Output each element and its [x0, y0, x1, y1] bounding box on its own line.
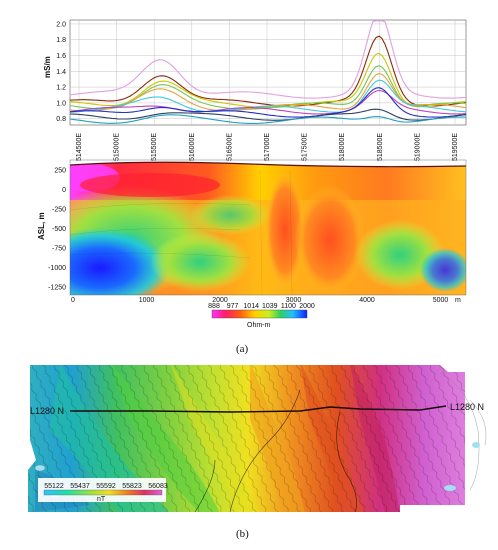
profile-y-tick: 1.2: [56, 85, 66, 92]
resistivity-colorbar-tick: 2000: [299, 303, 315, 310]
profile-line: [69, 87, 467, 118]
section-x-tick: 5000: [433, 297, 449, 304]
profile-easting-tick: 515000E: [114, 133, 121, 161]
profile-line: [69, 89, 467, 115]
profile-easting-ticks: 514500E 515000E 515500E 516000E 516500E 51700…: [76, 133, 459, 161]
profile-y-ticks: 2.0 1.8 1.6 1.4 1.2 1.0 0.8: [56, 21, 66, 123]
profile-line: [69, 35, 467, 107]
survey-line-label-left: L1280 N: [30, 406, 64, 416]
resistivity-colorbar-ticks: 888 977 1014 1039 1100 2000: [208, 303, 315, 310]
panel-a-caption: (a): [236, 343, 249, 355]
section-x-tick: 1000: [139, 297, 155, 304]
profile-easting-tick: 518000E: [339, 133, 346, 161]
profile-lines: [69, 20, 467, 124]
magnetic-colorbar-unit: nT: [97, 496, 106, 503]
panel-b-caption: (b): [236, 528, 249, 540]
profile-easting-tick: 516000E: [189, 133, 196, 161]
magnetic-colorbar-tick: 55122: [44, 483, 64, 490]
section-y-tick: -500: [52, 226, 66, 233]
profile-y-tick: 1.4: [56, 69, 66, 76]
section-y-tick: -1000: [48, 265, 66, 272]
magnetic-colorbar-tick: 55823: [122, 483, 142, 490]
profile-easting-tick: 517000E: [264, 133, 271, 161]
section-x-tick: 2000: [212, 297, 228, 304]
section-y-tick: -750: [52, 246, 66, 253]
resistivity-colorbar-tick: 1014: [243, 303, 259, 310]
magnetic-map: L1280 N L1280 N 55122 55437 55592 55823 5608…: [28, 365, 487, 512]
resistivity-colorbar-unit: Ohm-m: [247, 322, 271, 329]
magnetic-colorbar-ticks: 55122 55437 55592 55823 56083: [44, 483, 168, 490]
survey-line-l1280n: [70, 405, 447, 413]
profile-easting-tick: 519500E: [452, 133, 459, 161]
magnetic-colorbar-tick: 56083: [148, 483, 168, 490]
profile-line: [69, 114, 467, 124]
profile-grid: [70, 20, 466, 125]
resistivity-section: 250 0 -250 -500 -750 -1000 -1250 ASL, m 0 1000 2…: [37, 159, 467, 304]
profile-y-tick: 1.6: [56, 53, 66, 60]
resistivity-colorbar-tick: 1100: [281, 303, 296, 310]
section-x-tick: 4000: [359, 297, 375, 304]
profile-easting-tick: 514500E: [76, 133, 83, 161]
profile-easting-tick: 517500E: [302, 133, 309, 161]
profile-line: [69, 79, 467, 113]
section-y-tick: -250: [52, 207, 66, 214]
profile-line: [69, 20, 467, 99]
profile-plot: 2.0 1.8 1.6 1.4 1.2 1.0 0.8 mS/m 514500E 515000…: [43, 19, 467, 161]
profile-y-tick: 1.8: [56, 37, 66, 44]
profile-y-tick: 0.8: [56, 116, 66, 123]
section-x-tick: 3000: [286, 297, 302, 304]
profile-easting-tick: 515500E: [151, 133, 158, 161]
magnetic-colorbar-tick: 55437: [70, 483, 90, 490]
section-y-label: ASL, m: [37, 212, 46, 240]
section-y-tick: 0: [62, 187, 66, 194]
profile-line: [69, 108, 467, 121]
section-frame: [69, 159, 467, 296]
profile-y-label: mS/m: [43, 56, 52, 78]
resistivity-colorbar-tick: 1039: [262, 303, 278, 310]
resistivity-colorbar-tick: 888: [208, 303, 220, 310]
topography-line: [69, 161, 467, 168]
profile-easting-tick: 518500E: [377, 133, 384, 161]
magnetic-colorbar-tick: 55592: [96, 483, 116, 490]
section-y-tick: -1250: [48, 285, 66, 292]
profile-easting-tick: 519000E: [414, 133, 421, 161]
resistivity-colorbar: 888 977 1014 1039 1100 2000 Ohm-m: [208, 303, 315, 329]
profile-y-tick: 2.0: [56, 21, 66, 28]
profile-y-tick: 1.0: [56, 100, 66, 107]
section-y-ticks: 250 0 -250 -500 -750 -1000 -1250: [48, 168, 66, 292]
section-x-unit: m: [455, 297, 461, 304]
resistivity-colorbar-tick: 977: [227, 303, 239, 310]
magnetic-colorbar: 55122 55437 55592 55823 56083 nT: [38, 478, 168, 503]
survey-line-label-right: L1280 N: [450, 402, 484, 412]
profile-easting-tick: 516500E: [226, 133, 233, 161]
section-y-tick: 250: [54, 168, 66, 175]
section-x-tick: 0: [71, 297, 75, 304]
section-x-ticks: 0 1000 2000 3000 4000 5000 m: [71, 297, 461, 304]
